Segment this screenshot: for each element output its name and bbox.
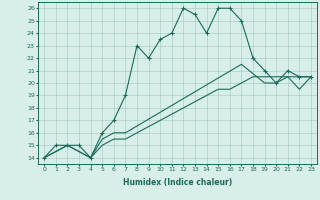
X-axis label: Humidex (Indice chaleur): Humidex (Indice chaleur)	[123, 178, 232, 187]
